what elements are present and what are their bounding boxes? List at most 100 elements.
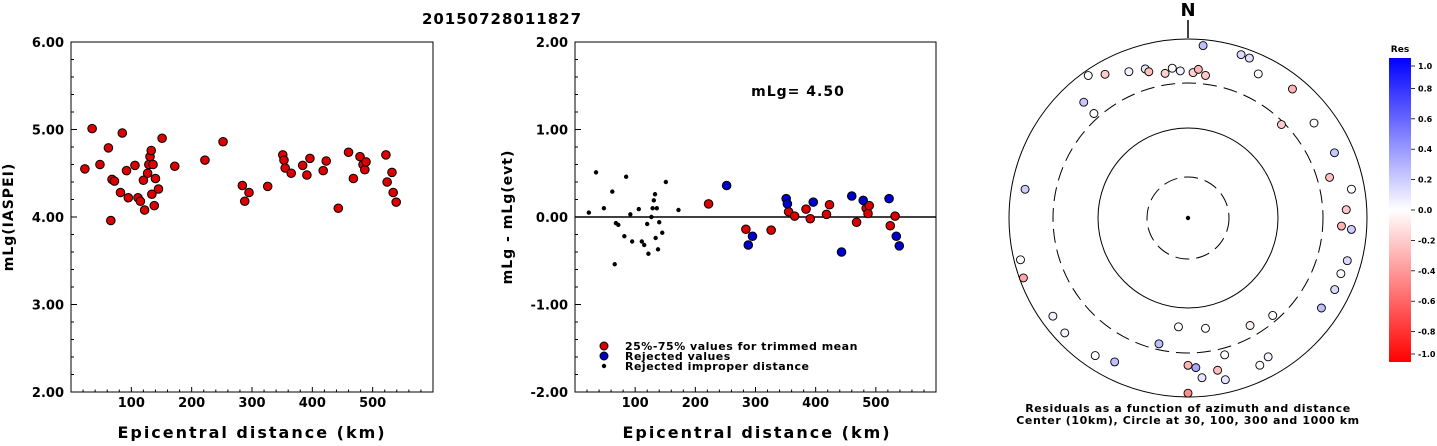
station-residual-marker <box>1245 321 1255 330</box>
colorbar-tick-label: -0.6 <box>1418 297 1436 306</box>
station-residual-marker <box>1020 184 1030 194</box>
magnitude-point <box>121 165 132 176</box>
trimmed-mean-point <box>741 224 751 235</box>
improper-distance-point <box>629 239 635 244</box>
station-residual-marker <box>1309 118 1319 128</box>
rejected-point <box>782 199 793 209</box>
magnitude-point <box>305 153 315 164</box>
station-residual-marker <box>1100 69 1110 79</box>
panel1-y-tick-label: 4.00 <box>32 211 64 226</box>
station-residual-marker <box>1330 148 1339 158</box>
panel2-ticks: 100 200 300 400 500 -2.00 -1.00 0.00 1.00 2.00 <box>531 36 925 411</box>
improper-distance-point <box>628 212 633 217</box>
improper-distance-point <box>601 206 607 211</box>
magnitude-point <box>302 170 312 180</box>
station-residual-marker <box>1277 120 1286 129</box>
station-residual-marker <box>1341 205 1351 215</box>
station-residual-marker <box>1220 375 1230 385</box>
colorbar-gradient <box>1389 58 1411 362</box>
station-residual-marker <box>1174 322 1183 332</box>
station-residual-marker <box>1183 388 1193 398</box>
magnitude-point <box>361 157 371 167</box>
station-residual-marker <box>1342 256 1352 266</box>
magnitude-point <box>237 180 248 191</box>
station-residual-marker <box>1336 269 1346 279</box>
legend-label-trimmed-mean: 25%-75% values for trimmed mean <box>625 340 858 353</box>
legend-marker-trimmed-mean <box>599 341 609 351</box>
magnitude-point <box>115 187 126 198</box>
colorbar-ticks: 1.0 0.8 0.6 0.4 0.2 0.0 -0.2 -0.4 -0.6 -0.8 -1.0 <box>1411 62 1436 359</box>
station-residual-marker <box>1110 357 1120 367</box>
panel2-points <box>586 170 905 267</box>
improper-distance-point <box>646 251 651 256</box>
improper-distance-point <box>610 189 615 194</box>
rejected-point <box>747 231 758 242</box>
station-residual-marker <box>1048 311 1058 321</box>
magnitude-point <box>244 187 254 198</box>
panel2-y-tick-label: 0.00 <box>536 211 568 226</box>
magnitude-point <box>130 160 140 171</box>
colorbar-tick-label: 0.6 <box>1418 115 1433 124</box>
rejected-point <box>721 180 732 191</box>
station-markers <box>1016 41 1356 398</box>
magnitude-point <box>87 123 97 134</box>
panel2-y-axis-label: mLg - mLg(evt) <box>500 150 516 285</box>
panel2-y-tick-label: -2.00 <box>531 386 568 401</box>
station-residual-marker <box>1253 69 1263 79</box>
rejected-point <box>858 195 868 206</box>
rejected-point <box>894 241 905 251</box>
magnitude-point <box>157 133 167 144</box>
magnitude-point <box>343 147 354 158</box>
magnitude-point <box>218 136 228 147</box>
station-residual-marker <box>1346 224 1356 234</box>
improper-distance-point <box>645 221 650 227</box>
improper-distance-point <box>652 192 658 197</box>
colorbar-tick-label: -0.8 <box>1418 328 1436 337</box>
magnitude-point <box>286 168 297 179</box>
colorbar-tick-label: -0.4 <box>1418 267 1436 276</box>
station-residual-marker <box>1268 311 1278 320</box>
rejected-point <box>891 231 902 242</box>
station-residual-marker <box>1160 68 1170 78</box>
rejected-point <box>808 197 819 207</box>
panel2-y-tick-label: 1.00 <box>536 124 568 139</box>
improper-distance-point <box>612 262 617 267</box>
improper-distance-point <box>651 198 657 203</box>
station-residual-marker <box>1060 328 1070 338</box>
panel1-y-tick-label: 6.00 <box>32 36 64 51</box>
station-residual-marker <box>1089 109 1099 118</box>
improper-distance-point <box>655 247 661 252</box>
improper-distance-point <box>663 179 669 185</box>
panel2-x-tick-label: 200 <box>682 396 709 411</box>
magnitude-point <box>149 200 160 211</box>
ring-300km <box>1052 82 1324 354</box>
improper-distance-point <box>639 239 644 244</box>
station-residual-marker <box>1079 97 1089 107</box>
trimmed-mean-point <box>805 213 816 224</box>
trimmed-mean-point <box>864 200 875 211</box>
station-residual-marker <box>1346 184 1356 194</box>
station-residual-marker <box>1154 339 1164 349</box>
panel2-y-tick-label: 2.00 <box>536 36 568 51</box>
magnitude-point <box>147 189 157 200</box>
panel1-y-tick-label: 5.00 <box>32 124 64 139</box>
colorbar-tick-label: 1.0 <box>1418 62 1433 71</box>
station-residual-marker <box>1016 255 1025 265</box>
panel2-x-axis-label: Epicentral distance (km) <box>622 423 891 441</box>
panel1-ticks: 100 200 300 400 500 2.00 3.00 4.00 5.00 6.00 <box>32 36 422 411</box>
residual-colorbar: Res 1.0 0.8 0.6 0.4 0.2 0.0 -0.2 -0.4 -0.6 -0.8 -1… <box>1389 45 1436 362</box>
ring-100km <box>1097 127 1279 309</box>
improper-distance-point <box>649 214 654 220</box>
residual-vs-distance-panel: 100 200 300 400 500 -2.00 -1.00 0.00 1.00 2.00 mL… <box>500 36 937 442</box>
colorbar-title: Res <box>1391 45 1409 55</box>
station-residual-marker <box>1330 285 1340 295</box>
panel2-x-tick-label: 400 <box>802 396 829 411</box>
magnitude-point <box>391 197 401 207</box>
rejected-point <box>846 191 857 201</box>
station-residual-marker <box>1197 373 1207 383</box>
station-residual-marker <box>1198 41 1208 51</box>
trimmed-mean-point <box>821 209 832 220</box>
trimmed-mean-point <box>801 204 811 214</box>
magnitude-point <box>117 128 128 138</box>
rejected-point <box>836 247 847 257</box>
